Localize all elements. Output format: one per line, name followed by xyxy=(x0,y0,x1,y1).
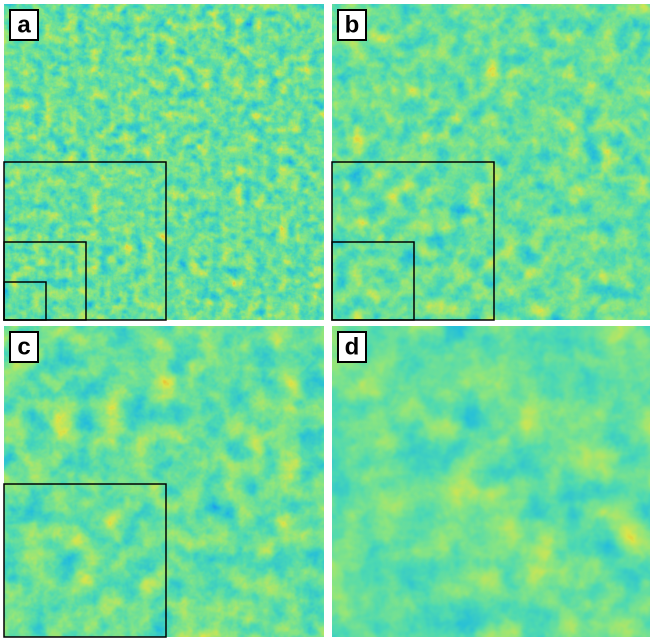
panel-a: a xyxy=(4,4,324,320)
panel-label: b xyxy=(345,11,360,38)
panel-label: a xyxy=(17,11,31,38)
texture xyxy=(4,326,324,637)
texture xyxy=(332,326,650,637)
panel-label: d xyxy=(345,333,360,360)
panel-label: c xyxy=(17,333,30,360)
panel-c: c xyxy=(4,326,324,637)
panel-d: d xyxy=(332,326,650,637)
figure: a b c d xyxy=(0,0,652,639)
panel-b: b xyxy=(332,4,650,320)
